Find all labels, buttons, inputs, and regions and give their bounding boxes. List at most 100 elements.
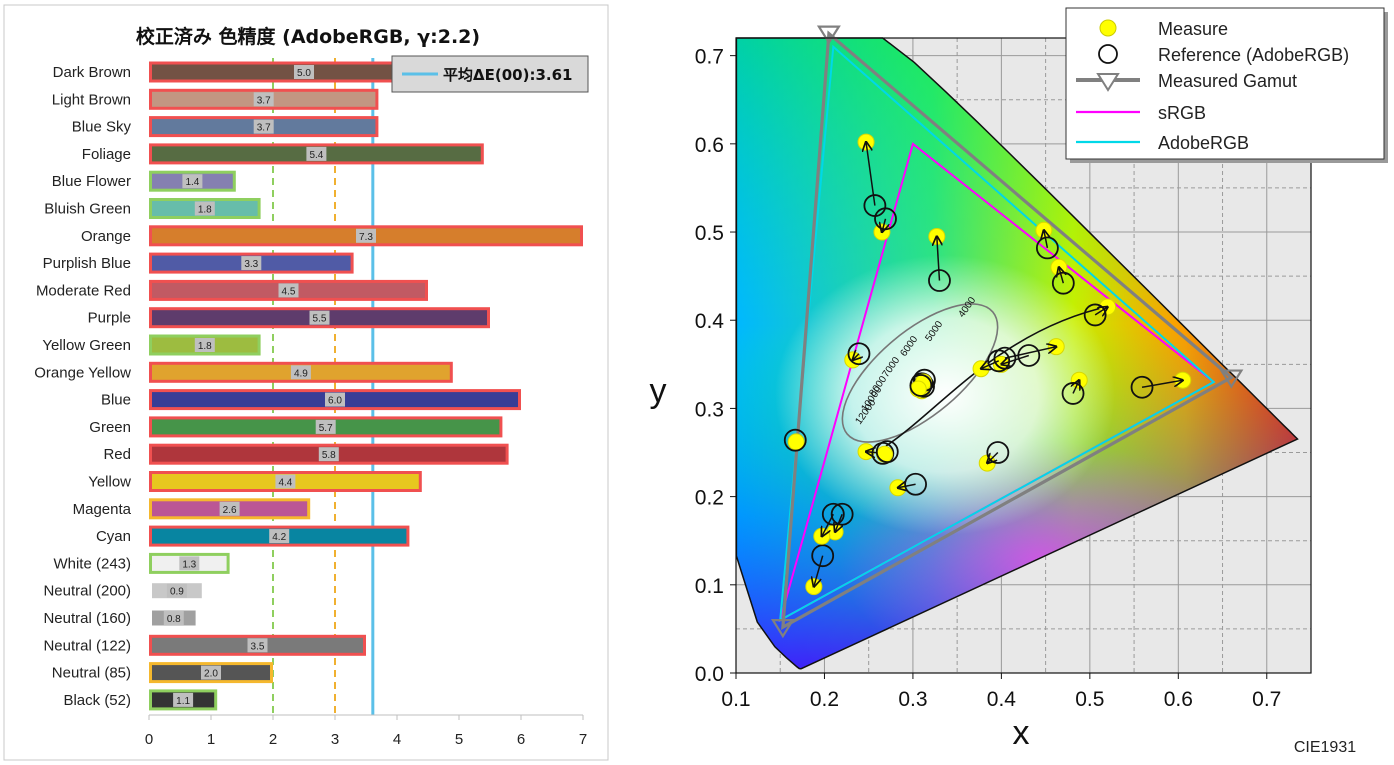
bar-data-label-bg-5	[194, 201, 215, 216]
shift-arrow-14	[1141, 380, 1183, 388]
bar-data-label-bg-20	[163, 611, 184, 625]
bar-data-label-0: 5.0	[297, 68, 311, 79]
reference-point-4	[875, 440, 899, 464]
shift-arrow-11	[1059, 267, 1063, 284]
legend-reference-marker	[1098, 44, 1118, 64]
shift-arrow-8	[1004, 347, 1056, 359]
legend-gamut-marker	[1096, 73, 1120, 92]
shift-arrow-13	[882, 218, 886, 232]
bar-data-label-8: 4.5	[282, 286, 296, 297]
cie-y-tick-4: 0.4	[695, 310, 725, 333]
bar-data-label-bg-17	[269, 529, 290, 544]
bar-data-label-bg-4	[182, 174, 203, 189]
cie-y-tick-1: 0.1	[695, 575, 724, 598]
legend-measure-label: Measure	[1158, 19, 1228, 39]
bar-data-label-3: 5.4	[309, 150, 323, 161]
bar-data-label-bg-0	[294, 65, 314, 79]
bar-data-label-15: 4.4	[278, 478, 292, 489]
bar-category-9: Purple	[88, 310, 131, 327]
bar-category-14: Red	[103, 446, 131, 463]
bar-data-label-bg-19	[166, 583, 187, 598]
bar-data-label-bg-12	[325, 392, 345, 407]
bar-data-label-bg-8	[278, 283, 299, 298]
bar-data-label-bg-14	[318, 447, 339, 462]
reference-point-21	[909, 374, 933, 397]
bar-data-label-1: 3.7	[257, 95, 271, 106]
reference-point-14	[1130, 375, 1154, 399]
bar-category-10: Yellow Green	[42, 337, 131, 354]
gamut-vertex-marker-2	[770, 619, 795, 639]
reference-point-12	[811, 544, 835, 568]
bar-data-label-bg-3	[306, 146, 327, 161]
bar-data-label-13: 5.7	[319, 423, 333, 434]
bar-category-8: Moderate Red	[36, 282, 131, 299]
patch-points	[783, 133, 1192, 596]
bar-data-label-bg-16	[219, 501, 240, 516]
bar-category-6: Orange	[81, 228, 131, 245]
bar-data-label-bg-2	[253, 119, 274, 134]
bar-data-label-bg-23	[173, 692, 194, 707]
cie-y-tick-5: 0.5	[695, 222, 724, 245]
bar-x-tick-3: 3	[331, 731, 339, 748]
bar-data-label-14: 5.8	[322, 450, 336, 461]
bar-x-ticks: 0 1 2 3 4 5 6 7	[145, 715, 587, 748]
reference-point-17	[821, 502, 845, 526]
bar-reference-lines	[272, 58, 375, 715]
bar-data-label-22: 2.0	[204, 669, 218, 680]
cie-y-tick-6: 0.6	[695, 134, 724, 157]
cie-y-tick-3: 0.3	[695, 398, 724, 421]
bar-data-label-bg-7	[241, 256, 262, 271]
bar-data-label-23: 1.1	[176, 696, 190, 707]
shift-arrow-12	[814, 555, 824, 587]
gamut-vertex-marker-1	[816, 25, 841, 45]
bar-data-label-6: 7.3	[359, 232, 373, 243]
cie-y-tick-0: 0.0	[695, 663, 724, 686]
shift-arrow-16	[987, 451, 999, 464]
legend-gamut-label: Measured Gamut	[1158, 71, 1297, 91]
locus-white-glow	[775, 255, 1115, 535]
legend-adobergb-label: AdobeRGB	[1158, 133, 1249, 153]
bar-category-21: Neutral (122)	[43, 637, 131, 654]
bar-x-tick-6: 6	[517, 731, 525, 748]
bar-series: 5.0 3.7 3.7 5.4 1.4 1.8 7.3 3.3 4.5 5.5 1.8 4.9 6.0 5…	[149, 61, 583, 711]
reference-point-8	[993, 346, 1017, 370]
bar-category-20: Neutral (160)	[43, 610, 131, 627]
bar-data-label-20: 0.8	[167, 614, 181, 625]
average-legend-label: 平均ΔE(00):3.61	[443, 66, 572, 84]
bar-data-label-21: 3.5	[251, 641, 265, 652]
bar-x-tick-0: 0	[145, 731, 153, 748]
bar-data-label-12: 6.0	[328, 396, 342, 407]
bar-category-1: Light Brown	[52, 91, 131, 108]
bar-data-label-19: 0.9	[170, 587, 184, 598]
cie-legend-box	[1065, 7, 1385, 160]
bar-x-tick-2: 2	[269, 731, 277, 748]
shift-arrow-5	[866, 142, 876, 206]
bar-category-2: Blue Sky	[72, 119, 132, 136]
bar-x-tick-7: 7	[579, 731, 587, 748]
gamut-measured-gamut	[781, 30, 1235, 630]
cct-ellipse	[841, 303, 999, 443]
bar-data-label-bg-15	[275, 474, 296, 489]
bar-data-label-bg-6	[356, 228, 376, 243]
cie-ticks: 0.1 0.2 0.3 0.4 0.5 0.6 0.70.00.10.20.30.40.50…	[695, 37, 1312, 711]
bar-data-label-5: 1.8	[198, 205, 212, 216]
bar-data-label-bg-18	[179, 556, 200, 571]
bar-data-label-bg-21	[247, 638, 268, 653]
cie-x-tick-4: 0.5	[1075, 688, 1104, 711]
average-legend: 平均ΔE(00):3.61	[391, 55, 589, 93]
bar-x-tick-1: 1	[207, 731, 215, 748]
cie-x-tick-5: 0.6	[1164, 688, 1193, 711]
spectral-locus-outline	[735, 37, 1299, 670]
bar-category-17: Cyan	[96, 528, 131, 545]
bar-data-label-2: 3.7	[257, 123, 271, 134]
bar-data-label-9: 5.5	[313, 314, 327, 325]
reference-point-16	[986, 441, 1010, 464]
bar-data-label-bg-11	[290, 365, 311, 380]
reference-point-3	[847, 342, 871, 366]
bar-category-12: Blue	[101, 392, 131, 409]
cie-footer: CIE1931	[1294, 739, 1356, 756]
measure-point-21	[909, 380, 927, 398]
cie-x-tick-1: 0.2	[810, 688, 839, 711]
bar-data-label-bg-1	[253, 92, 274, 107]
bar-category-labels: Dark Brown Light Brown Blue Sky Foliage Blue…	[34, 64, 131, 709]
